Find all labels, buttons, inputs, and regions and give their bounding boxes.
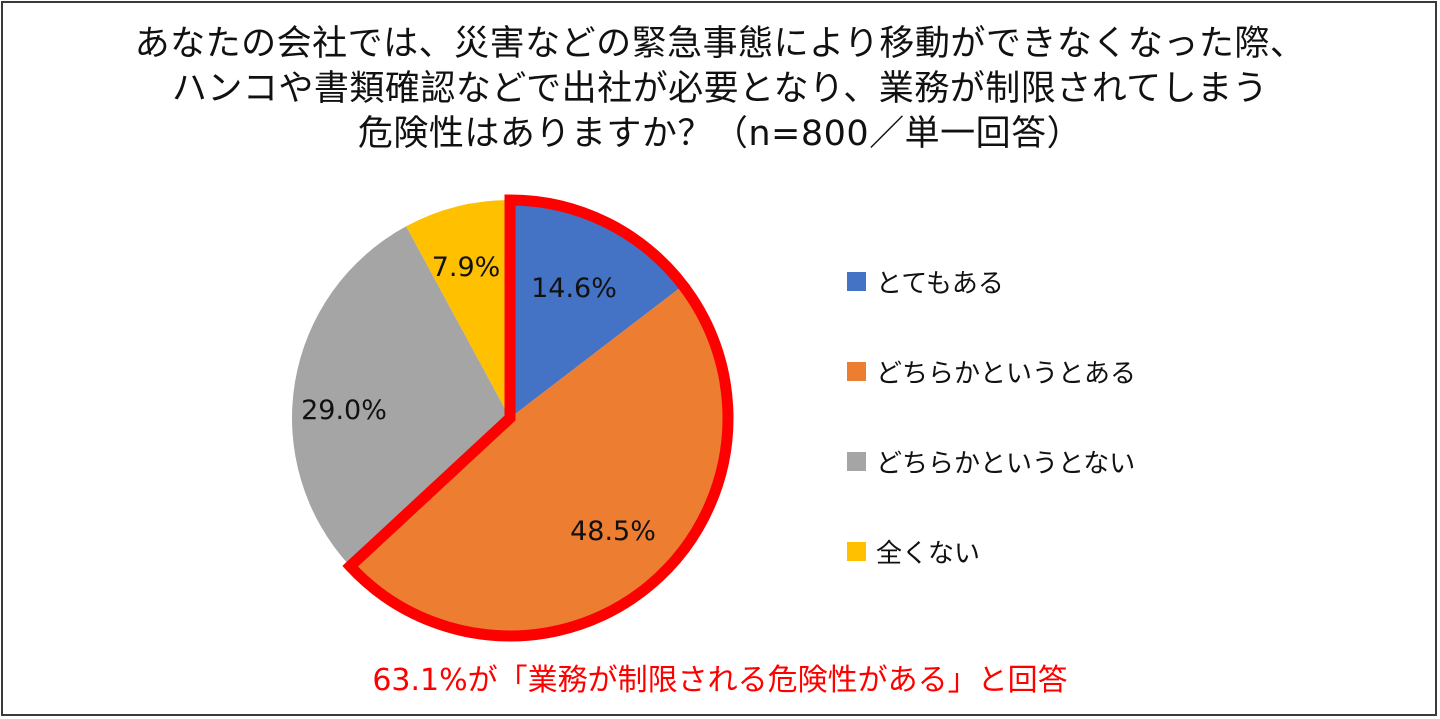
- legend-swatch-blue: [847, 272, 866, 291]
- slice-mattaku-nai: [406, 200, 510, 418]
- title-line-2: ハンコや書類確認などで出社が必要となり、業務が制限されてしまう: [171, 69, 1269, 109]
- slice-totemo-aru: [510, 200, 684, 418]
- legend-item-dochiraka-aru: どちらかというとある: [847, 353, 1136, 390]
- chart-title: あなたの会社では、災害などの緊急事態により移動ができなくなった際、 ハンコや書類…: [0, 22, 1440, 157]
- legend-item-dochiraka-nai: どちらかというとない: [847, 443, 1135, 480]
- legend-item-mattaku-nai: 全くない: [847, 533, 980, 570]
- slice-label-dochiraka-aru: 48.5%: [570, 516, 656, 547]
- slice-label-mattaku-nai: 7.9%: [432, 252, 501, 283]
- legend-item-totemo-aru: とてもある: [847, 263, 1004, 300]
- slice-label-totemo-aru: 14.6%: [531, 273, 617, 304]
- highlight-outline: [342, 194, 734, 642]
- slice-label-dochiraka-nai: 29.0%: [301, 395, 387, 426]
- pie-slices: [291, 200, 728, 636]
- slice-dochiraka-aru: [350, 285, 728, 636]
- legend-label: 全くない: [876, 539, 981, 569]
- legend-swatch-yellow: [847, 542, 866, 561]
- legend-label: とてもある: [876, 269, 1004, 299]
- legend-label: どちらかというとある: [876, 359, 1137, 389]
- highlight-note: 63.1%が「業務が制限される危険性がある」と回答: [372, 663, 1068, 698]
- legend-swatch-gray: [847, 452, 866, 471]
- title-line-3: 危険性はありますか？（n=800／単一回答）: [357, 114, 1083, 154]
- slice-dochiraka-nai: [291, 226, 510, 567]
- legend-label: どちらかというとない: [876, 449, 1136, 479]
- legend-swatch-orange: [847, 362, 866, 381]
- title-line-1: あなたの会社では、災害などの緊急事態により移動ができなくなった際、: [134, 24, 1306, 64]
